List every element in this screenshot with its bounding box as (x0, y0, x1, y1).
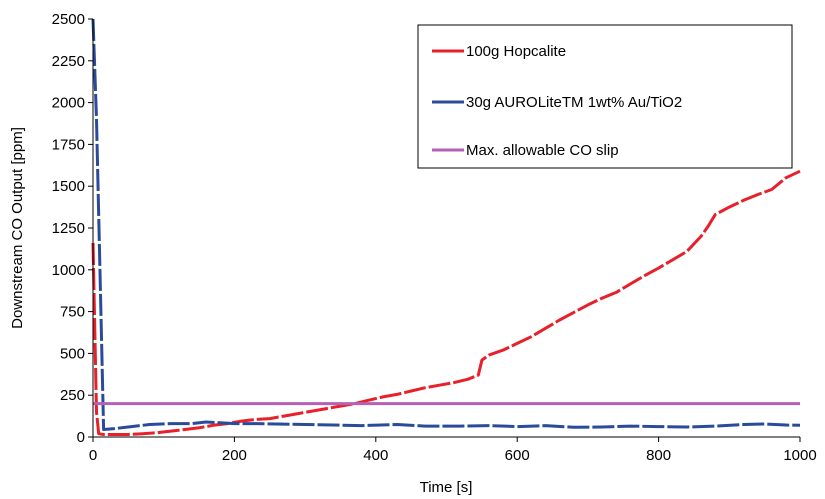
x-tick-label: 0 (89, 447, 97, 464)
legend-box (417, 24, 793, 169)
x-tick-label: 800 (646, 447, 671, 464)
y-tick-label: 1000 (52, 262, 85, 279)
ticks: 0 250 500 750 1000 1250 1500 1750 2000 2250 2500 0 2… (52, 11, 817, 464)
y-tick-label: 1750 (52, 136, 85, 153)
series-line-aurolite (91, 18, 801, 431)
legend-label-hopcalite: 100g Hopcalite (466, 43, 566, 60)
plot-area (91, 18, 801, 436)
legend-label-max-co-slip: Max. allowable CO slip (466, 142, 619, 159)
x-axis-title: Time [s] (420, 479, 473, 496)
x-tick-label: 600 (505, 447, 530, 464)
y-tick-label: 2000 (52, 95, 85, 112)
series-line-hopcalite (91, 169, 801, 436)
y-axis-title: Downstream CO Output [ppm] (9, 127, 26, 329)
y-tick-label: 250 (60, 387, 85, 404)
y-tick-label: 500 (60, 345, 85, 362)
y-tick-label: 750 (60, 304, 85, 321)
y-tick-label: 1500 (52, 178, 85, 195)
y-tick-label: 2500 (52, 11, 85, 28)
y-tick-label: 1250 (52, 220, 85, 237)
y-tick-label: 2250 (52, 53, 85, 70)
legend: 100g Hopcalite 30g AUROLiteTM 1wt% Au/Ti… (417, 24, 793, 169)
legend-label-aurolite: 30g AUROLiteTM 1wt% Au/TiO2 (466, 94, 682, 111)
x-tick-label: 1000 (783, 447, 816, 464)
x-tick-label: 200 (222, 447, 247, 464)
x-tick-label: 400 (363, 447, 388, 464)
y-tick-label: 0 (77, 429, 85, 446)
